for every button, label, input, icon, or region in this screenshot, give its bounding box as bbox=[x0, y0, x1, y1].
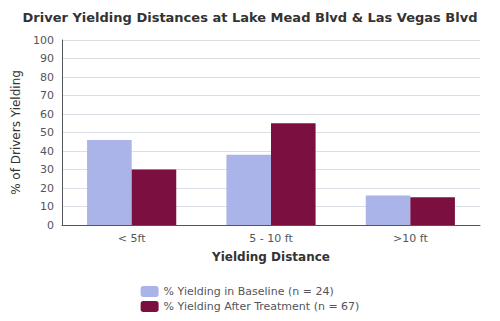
svg-text:Yielding Distance: Yielding Distance bbox=[211, 250, 330, 264]
svg-text:5 - 10 ft: 5 - 10 ft bbox=[249, 232, 293, 245]
svg-text:30: 30 bbox=[40, 163, 54, 176]
svg-text:60: 60 bbox=[40, 108, 54, 121]
svg-text:10: 10 bbox=[40, 200, 54, 213]
svg-text:100: 100 bbox=[33, 34, 54, 47]
svg-text:>10 ft: >10 ft bbox=[393, 232, 428, 245]
svg-text:40: 40 bbox=[40, 145, 54, 158]
svg-text:20: 20 bbox=[40, 182, 54, 195]
svg-text:0: 0 bbox=[47, 219, 54, 232]
svg-text:90: 90 bbox=[40, 52, 54, 65]
svg-text:< 5ft: < 5ft bbox=[118, 232, 146, 245]
svg-text:80: 80 bbox=[40, 71, 54, 84]
svg-text:Driver Yielding Distances at L: Driver Yielding Distances at Lake Mead B… bbox=[23, 10, 478, 25]
svg-text:% of Drivers Yielding: % of Drivers Yielding bbox=[9, 70, 23, 195]
svg-text:% Yielding in Baseline (n = 24: % Yielding in Baseline (n = 24) bbox=[164, 285, 334, 298]
svg-text:70: 70 bbox=[40, 89, 54, 102]
svg-text:% Yielding After Treatment (n: % Yielding After Treatment (n = 67) bbox=[164, 300, 360, 313]
svg-text:50: 50 bbox=[40, 126, 54, 139]
